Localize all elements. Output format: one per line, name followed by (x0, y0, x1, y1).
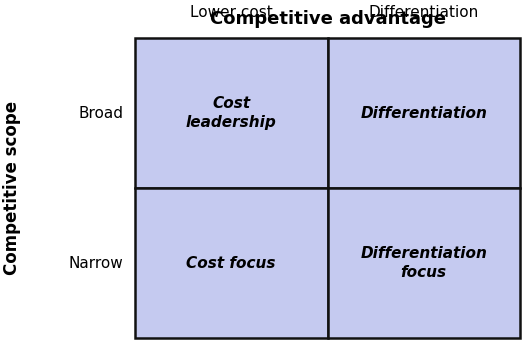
Text: Competitive advantage: Competitive advantage (210, 10, 446, 28)
Bar (328, 188, 520, 338)
Text: Broad: Broad (78, 106, 123, 120)
Text: Competitive scope: Competitive scope (3, 101, 21, 275)
Text: Cost
leadership: Cost leadership (186, 96, 277, 130)
Bar (135, 188, 328, 338)
Bar (135, 38, 328, 188)
Text: Differentiation: Differentiation (369, 5, 479, 20)
Bar (328, 38, 520, 188)
Text: Cost focus: Cost focus (186, 256, 276, 270)
Text: Narrow: Narrow (68, 256, 123, 270)
Text: Differentiation: Differentiation (361, 106, 487, 120)
Text: Lower cost: Lower cost (190, 5, 272, 20)
Text: Differentiation
focus: Differentiation focus (361, 246, 487, 280)
